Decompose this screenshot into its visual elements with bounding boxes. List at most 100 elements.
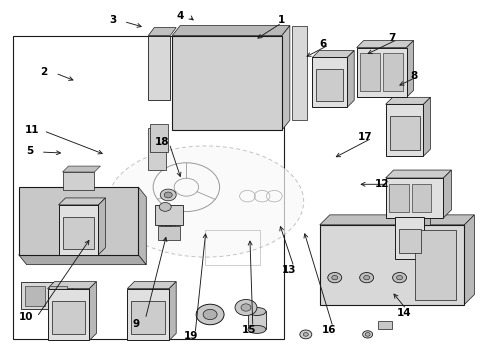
Ellipse shape bbox=[108, 146, 304, 257]
Bar bbox=[386, 178, 443, 218]
Polygon shape bbox=[169, 282, 176, 340]
Bar bbox=[63, 217, 95, 249]
Polygon shape bbox=[347, 50, 354, 107]
Bar bbox=[148, 128, 166, 170]
Text: 4: 4 bbox=[177, 11, 184, 21]
Bar bbox=[394, 217, 424, 259]
Bar bbox=[386, 104, 423, 156]
Bar bbox=[248, 311, 266, 329]
Circle shape bbox=[161, 220, 175, 230]
Bar bbox=[21, 282, 73, 310]
Text: 6: 6 bbox=[319, 39, 327, 49]
Polygon shape bbox=[19, 255, 147, 265]
Circle shape bbox=[396, 275, 403, 280]
Circle shape bbox=[392, 273, 407, 283]
Circle shape bbox=[328, 273, 342, 283]
Text: 17: 17 bbox=[357, 132, 372, 142]
Text: 1: 1 bbox=[278, 15, 285, 26]
Bar bbox=[378, 321, 392, 329]
Circle shape bbox=[332, 275, 338, 280]
Bar bbox=[398, 229, 420, 253]
Bar bbox=[19, 187, 138, 255]
Polygon shape bbox=[172, 26, 290, 36]
Circle shape bbox=[365, 333, 370, 336]
Bar bbox=[48, 289, 90, 340]
Bar bbox=[172, 36, 282, 130]
Bar bbox=[292, 26, 307, 120]
Bar bbox=[148, 36, 170, 100]
Circle shape bbox=[360, 273, 374, 283]
Circle shape bbox=[364, 275, 369, 280]
Polygon shape bbox=[63, 166, 100, 172]
Bar bbox=[412, 184, 432, 212]
Ellipse shape bbox=[248, 325, 266, 333]
Text: 15: 15 bbox=[242, 325, 256, 335]
Bar bbox=[13, 36, 284, 339]
Text: 8: 8 bbox=[410, 71, 417, 81]
Bar bbox=[24, 285, 45, 306]
Text: 2: 2 bbox=[40, 67, 48, 77]
Text: 18: 18 bbox=[155, 138, 169, 147]
Circle shape bbox=[300, 330, 312, 339]
Text: 13: 13 bbox=[282, 265, 296, 275]
Bar bbox=[127, 289, 169, 340]
Circle shape bbox=[160, 189, 176, 201]
Bar bbox=[58, 205, 98, 255]
Bar bbox=[383, 54, 403, 91]
Polygon shape bbox=[394, 211, 431, 217]
Text: 3: 3 bbox=[109, 15, 117, 26]
Text: 7: 7 bbox=[388, 33, 395, 43]
Bar bbox=[150, 124, 168, 152]
Bar bbox=[415, 230, 456, 300]
Text: 11: 11 bbox=[25, 125, 40, 135]
Bar bbox=[320, 225, 465, 305]
Text: 19: 19 bbox=[184, 331, 198, 341]
Bar bbox=[360, 54, 380, 91]
Polygon shape bbox=[282, 26, 290, 130]
Text: 9: 9 bbox=[133, 319, 140, 329]
Polygon shape bbox=[312, 50, 354, 58]
Polygon shape bbox=[48, 282, 97, 289]
Polygon shape bbox=[138, 187, 147, 265]
Polygon shape bbox=[98, 198, 105, 255]
Circle shape bbox=[363, 331, 372, 338]
Polygon shape bbox=[386, 170, 451, 178]
Text: 12: 12 bbox=[374, 179, 389, 189]
Polygon shape bbox=[465, 215, 474, 305]
Text: 16: 16 bbox=[322, 325, 336, 335]
Polygon shape bbox=[90, 282, 97, 340]
Polygon shape bbox=[443, 170, 451, 218]
Polygon shape bbox=[58, 198, 105, 205]
Circle shape bbox=[241, 304, 251, 311]
Polygon shape bbox=[148, 28, 176, 36]
Bar bbox=[357, 48, 407, 97]
Circle shape bbox=[196, 304, 224, 325]
Circle shape bbox=[303, 333, 308, 336]
Bar bbox=[158, 226, 180, 240]
Polygon shape bbox=[424, 211, 431, 259]
Bar bbox=[51, 301, 85, 334]
Bar bbox=[63, 172, 95, 190]
Text: 5: 5 bbox=[26, 145, 34, 156]
Circle shape bbox=[235, 300, 257, 316]
Text: 10: 10 bbox=[19, 312, 33, 322]
Polygon shape bbox=[320, 215, 474, 225]
Bar bbox=[205, 230, 260, 265]
Polygon shape bbox=[357, 41, 414, 48]
Polygon shape bbox=[127, 282, 176, 289]
Circle shape bbox=[165, 222, 172, 228]
Circle shape bbox=[203, 309, 217, 320]
Ellipse shape bbox=[248, 307, 266, 315]
Bar bbox=[131, 301, 165, 334]
Circle shape bbox=[159, 203, 171, 211]
Polygon shape bbox=[407, 41, 414, 97]
Polygon shape bbox=[386, 97, 431, 104]
Bar bbox=[155, 205, 183, 225]
Text: 14: 14 bbox=[396, 309, 411, 318]
Bar bbox=[312, 58, 347, 107]
Bar bbox=[49, 285, 67, 306]
Bar bbox=[317, 69, 343, 101]
Bar bbox=[389, 184, 409, 212]
Circle shape bbox=[164, 192, 172, 198]
Polygon shape bbox=[423, 97, 431, 156]
